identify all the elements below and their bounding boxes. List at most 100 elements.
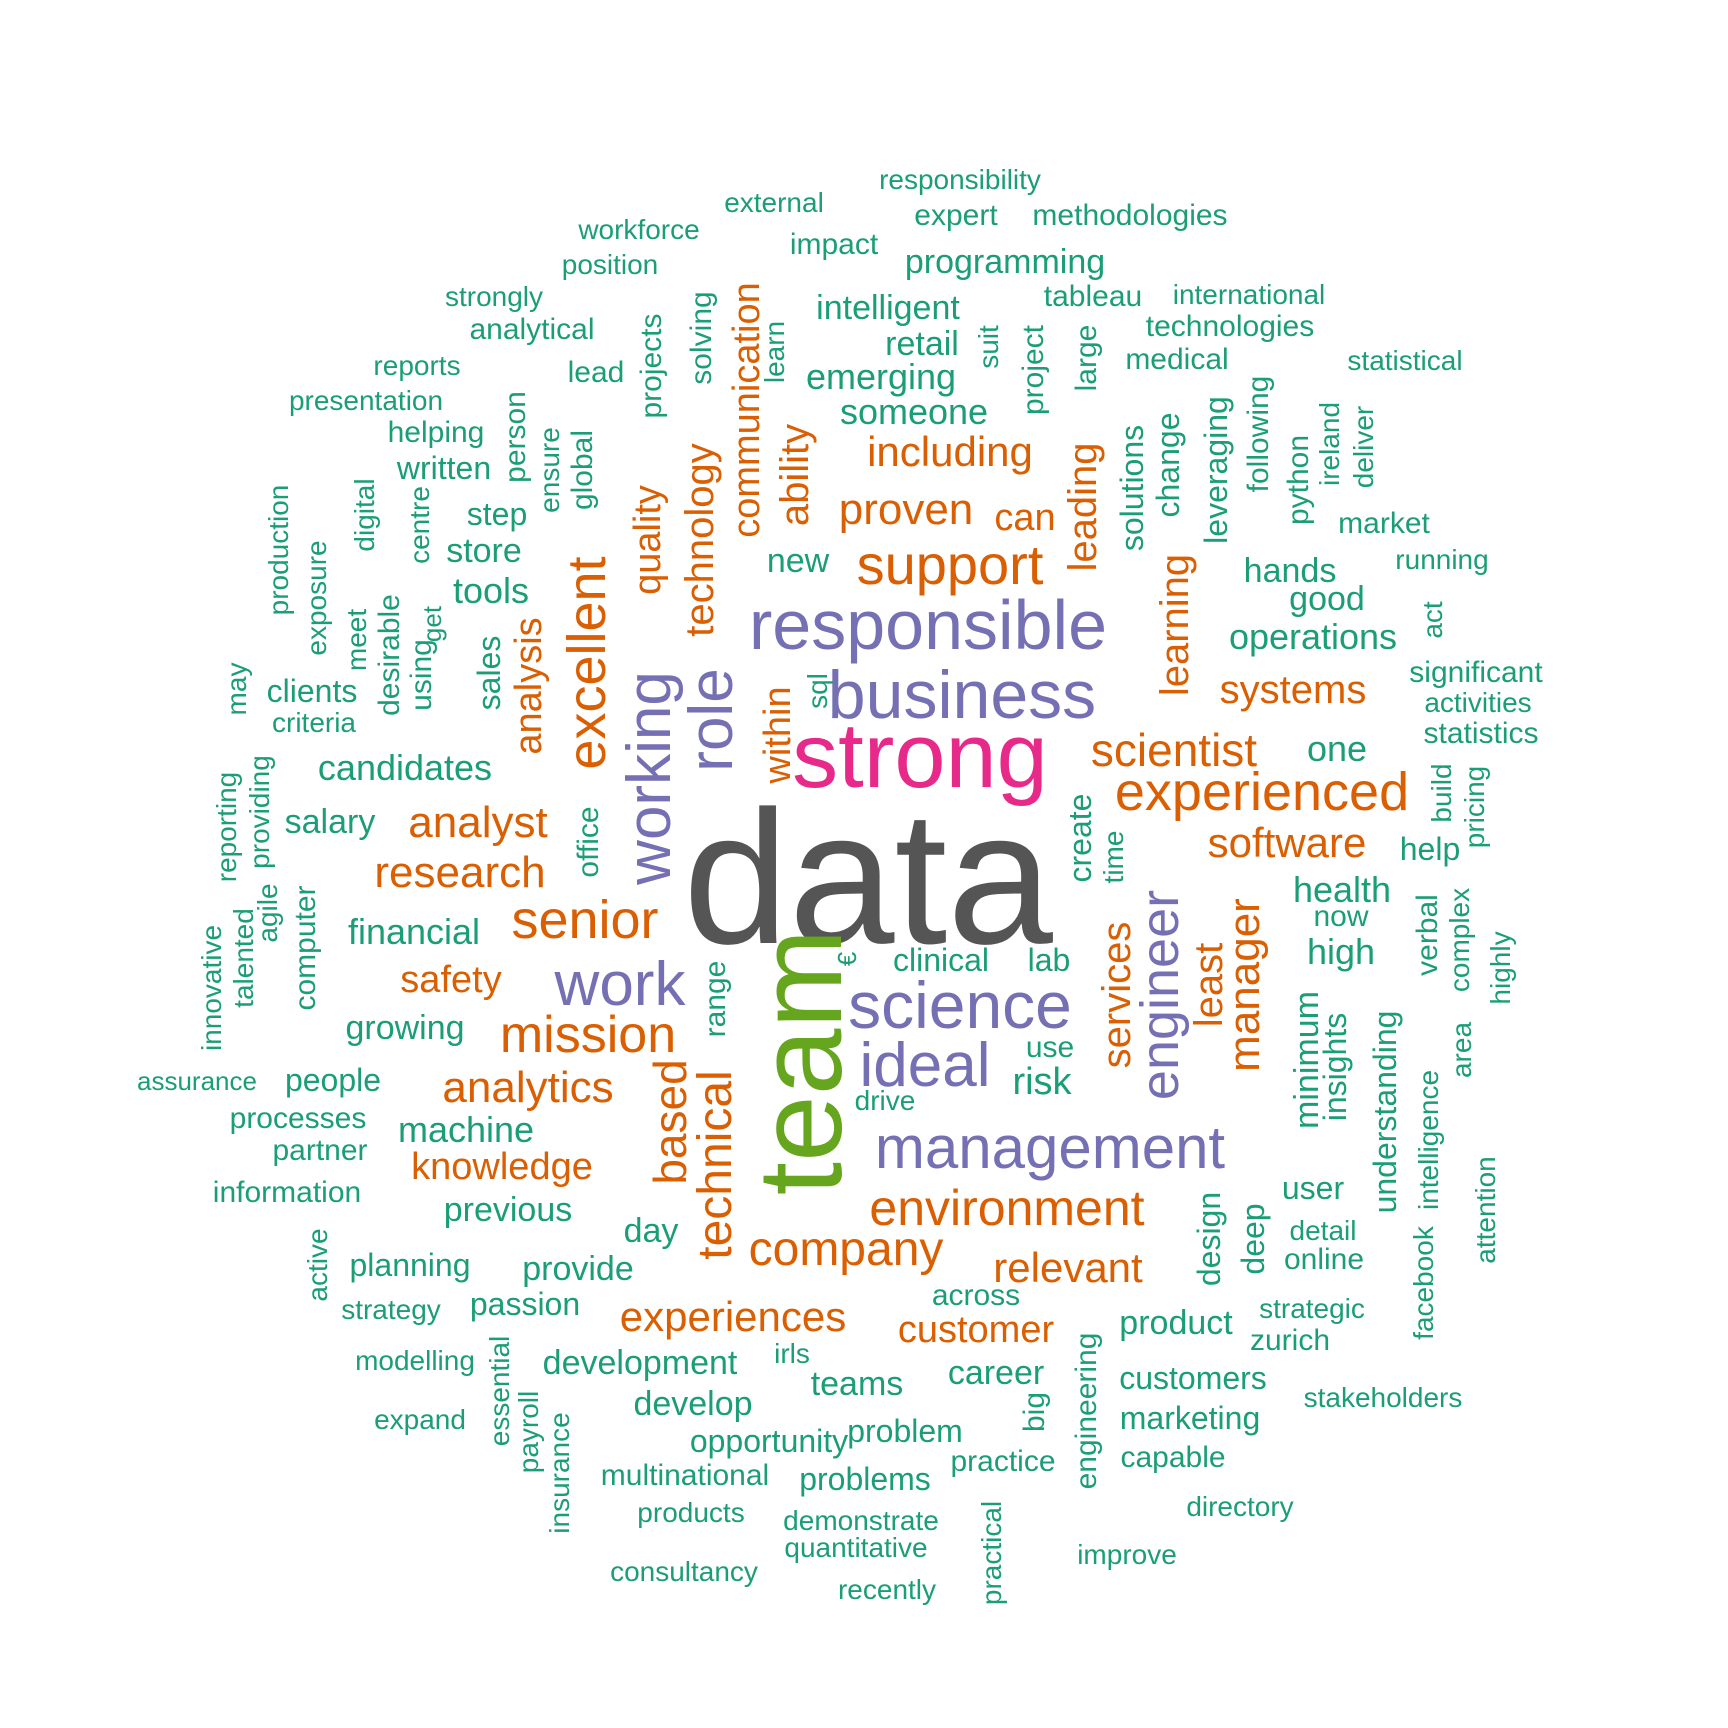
word-160: leveraging (1198, 396, 1234, 544)
word-95: clinical (892, 942, 990, 978)
word-145: centre (404, 486, 435, 564)
word-128: analytical (469, 313, 595, 346)
word-173: computer (289, 885, 322, 1011)
word-117: responsibility (879, 164, 1041, 195)
word-55: day (623, 1212, 679, 1250)
word-87: expand (374, 1404, 466, 1435)
word-123: intelligent (816, 289, 960, 327)
word-99: high (1306, 931, 1376, 972)
word-194: essential (484, 1335, 515, 1447)
word-21: research (374, 848, 546, 897)
word-38: ability (773, 423, 817, 527)
word-24: experiences (619, 1293, 847, 1340)
word-7: ideal (859, 1031, 991, 1100)
word-90: processes (229, 1102, 367, 1135)
word-40: can (994, 497, 1056, 539)
word-46: candidates (317, 747, 493, 788)
word-54: provide (522, 1250, 634, 1288)
word-4: business (827, 657, 1097, 733)
word-85: strategy (341, 1294, 441, 1325)
word-180: insights (1317, 1012, 1353, 1122)
word-112: technologies (1145, 310, 1315, 343)
word-156: project (1017, 324, 1050, 416)
word-162: python (1282, 434, 1315, 526)
word-109: market (1338, 507, 1430, 540)
word-13: support (856, 533, 1044, 596)
word-116: expert (914, 199, 998, 232)
word-127: strongly (444, 281, 544, 312)
word-103: activities (1424, 687, 1532, 718)
word-158: solutions (1114, 424, 1150, 552)
word-110: statistical (1347, 345, 1463, 376)
word-64: products (637, 1497, 745, 1528)
word-104: significant (1409, 656, 1543, 689)
word-79: product (1119, 1304, 1233, 1342)
word-151: global (566, 429, 599, 511)
word-50: people (284, 1062, 382, 1098)
word-98: now (1313, 900, 1369, 933)
word-134: step (466, 496, 528, 532)
word-140: production (263, 484, 294, 616)
word-174: office (572, 806, 605, 878)
word-172: innovative (196, 924, 227, 1052)
word-149: person (499, 391, 532, 483)
word-133: lead (567, 356, 625, 389)
word-35: leading (1061, 442, 1105, 572)
word-80: online (1283, 1243, 1365, 1276)
word-25: based (644, 1059, 696, 1185)
word-124: retail (885, 325, 959, 363)
word-152: projects (635, 313, 668, 419)
word-96: lab (1027, 942, 1071, 978)
word-27: software (1207, 819, 1367, 866)
word-82: user (1281, 1170, 1345, 1206)
word-74: marketing (1119, 1400, 1261, 1436)
word-75: customers (1119, 1360, 1267, 1396)
word-157: large (1070, 324, 1103, 392)
word-8: work (554, 950, 686, 1019)
word-107: hands (1243, 552, 1337, 590)
word-113: international (1172, 279, 1326, 310)
word-11: engineer (1130, 889, 1190, 1101)
word-59: teams (810, 1365, 904, 1403)
word-43: within (757, 686, 799, 784)
word-63: multinational (600, 1459, 770, 1492)
word-138: clients (266, 673, 358, 709)
word-14: environment (869, 1180, 1145, 1236)
word-45: analysis (508, 617, 550, 755)
word-115: methodologies (1032, 199, 1228, 232)
word-175: create (1062, 793, 1098, 883)
word-91: assurance (137, 1066, 257, 1096)
word-86: modelling (355, 1345, 475, 1376)
word-1: team (733, 928, 867, 1196)
word-92: risk (1012, 1061, 1072, 1103)
word-51: machine (397, 1109, 535, 1150)
word-28: proven (838, 485, 974, 534)
word-60: career (947, 1354, 1045, 1392)
word-118: external (724, 187, 824, 218)
word-143: meet (341, 608, 372, 672)
word-136: tools (452, 570, 530, 611)
word-148: sales (471, 635, 507, 711)
word-52: previous (443, 1191, 573, 1229)
word-67: consultancy (610, 1556, 758, 1587)
word-34: learning (1153, 553, 1197, 697)
word-101: one (1306, 728, 1368, 769)
word-94: drive (854, 1085, 916, 1116)
word-47: financial (347, 911, 481, 952)
word-159: change (1150, 412, 1186, 518)
word-70: practical (976, 1500, 1007, 1606)
word-199: big (1018, 1391, 1051, 1433)
word-139: criteria (271, 707, 357, 738)
word-164: deliver (1348, 405, 1379, 489)
word-78: strategic (1259, 1293, 1365, 1324)
word-68: recently (837, 1574, 937, 1605)
word-182: design (1191, 1191, 1227, 1287)
word-184: build (1426, 763, 1457, 823)
word-69: practice (950, 1445, 1056, 1478)
word-22: analyst (408, 798, 548, 847)
word-49: growing (345, 1009, 465, 1047)
word-181: understanding (1367, 1010, 1403, 1214)
word-125: emerging (805, 356, 957, 397)
word-65: demonstrate (783, 1505, 939, 1536)
